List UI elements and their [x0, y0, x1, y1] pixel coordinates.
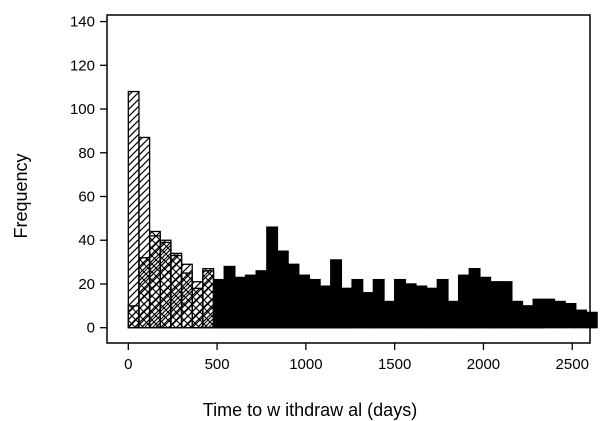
- bar-solid-18: [404, 283, 417, 329]
- bar-solid-27: [500, 281, 513, 329]
- bar-solid-34: [575, 309, 588, 329]
- bar-solid-10: [319, 285, 332, 329]
- bar-cross-hatch-4: [170, 252, 183, 329]
- x-tick-label: 1000: [289, 356, 322, 373]
- bar-solid-9: [308, 278, 321, 329]
- y-axis-title: Frequency: [11, 153, 31, 238]
- y-tick-label: 40: [78, 232, 95, 249]
- y-axis: 0 20 40 60 80 100 120 140: [70, 14, 107, 337]
- bar-solid-31: [543, 298, 556, 329]
- bar-solid-32: [553, 300, 566, 329]
- bar-solid-2: [234, 276, 247, 329]
- bar-solid-23: [457, 274, 470, 329]
- bar-solid-16: [383, 300, 396, 329]
- bar-solid-21: [436, 278, 449, 329]
- bar-solid-14: [362, 292, 375, 329]
- x-tick-label: 2000: [467, 356, 500, 373]
- bar-solid-33: [564, 302, 577, 329]
- y-tick-label: 140: [70, 14, 95, 31]
- bar-solid-28: [511, 300, 524, 329]
- y-tick-label: 60: [78, 188, 95, 205]
- bar-solid-20: [425, 287, 438, 329]
- x-tick-label: 500: [205, 356, 230, 373]
- bar-solid-3: [244, 274, 257, 329]
- plot-frame: [106, 14, 591, 344]
- y-tick-label: 0: [87, 320, 95, 337]
- x-axis: 0 500 1000 1500 2000 2500: [124, 343, 589, 373]
- y-tick-label: 20: [78, 276, 95, 293]
- bar-cross-hatch-6: [191, 287, 204, 329]
- bar-solid-4: [255, 270, 268, 329]
- x-tick-label: 1500: [378, 356, 411, 373]
- bar-cross-hatch-3: [159, 241, 172, 329]
- bar-solid-5: [266, 226, 279, 329]
- y-tick-label: 100: [70, 101, 95, 118]
- bar-diagonal-hatch-0: [127, 90, 140, 329]
- x-axis-title: Time to w ithdraw al (days): [203, 400, 417, 420]
- bar-solid-0: [212, 278, 225, 329]
- bar-solid-22: [447, 300, 460, 329]
- bar-cross-hatch-2: [148, 230, 161, 329]
- bar-solid-17: [394, 278, 406, 329]
- y-tick-label: 120: [70, 57, 95, 74]
- bar-solid-11: [330, 259, 343, 329]
- bar-solid-35: [585, 311, 598, 329]
- bar-cross-hatch-0: [127, 305, 140, 329]
- bar-solid-12: [340, 287, 353, 329]
- bar-solid-6: [276, 250, 289, 329]
- y-tick-label: 80: [78, 145, 95, 162]
- series-solid: [212, 226, 598, 329]
- x-tick-label: 2500: [556, 356, 589, 373]
- bar-solid-8: [298, 274, 311, 329]
- bar-solid-29: [521, 305, 534, 329]
- bar-solid-26: [489, 281, 502, 329]
- bar-solid-19: [415, 285, 428, 329]
- bar-cross-hatch-1: [138, 257, 151, 329]
- x-tick-label: 0: [124, 356, 132, 373]
- bar-solid-13: [351, 278, 364, 329]
- bar-solid-30: [532, 298, 545, 329]
- bar-solid-24: [468, 267, 481, 329]
- bar-cross-hatch-7: [202, 267, 215, 329]
- bar-solid-15: [372, 278, 385, 329]
- bars-layer: [127, 90, 598, 329]
- bar-solid-25: [479, 276, 492, 329]
- bar-cross-hatch-5: [180, 272, 193, 329]
- bar-solid-1: [223, 265, 236, 329]
- bar-solid-7: [287, 263, 300, 329]
